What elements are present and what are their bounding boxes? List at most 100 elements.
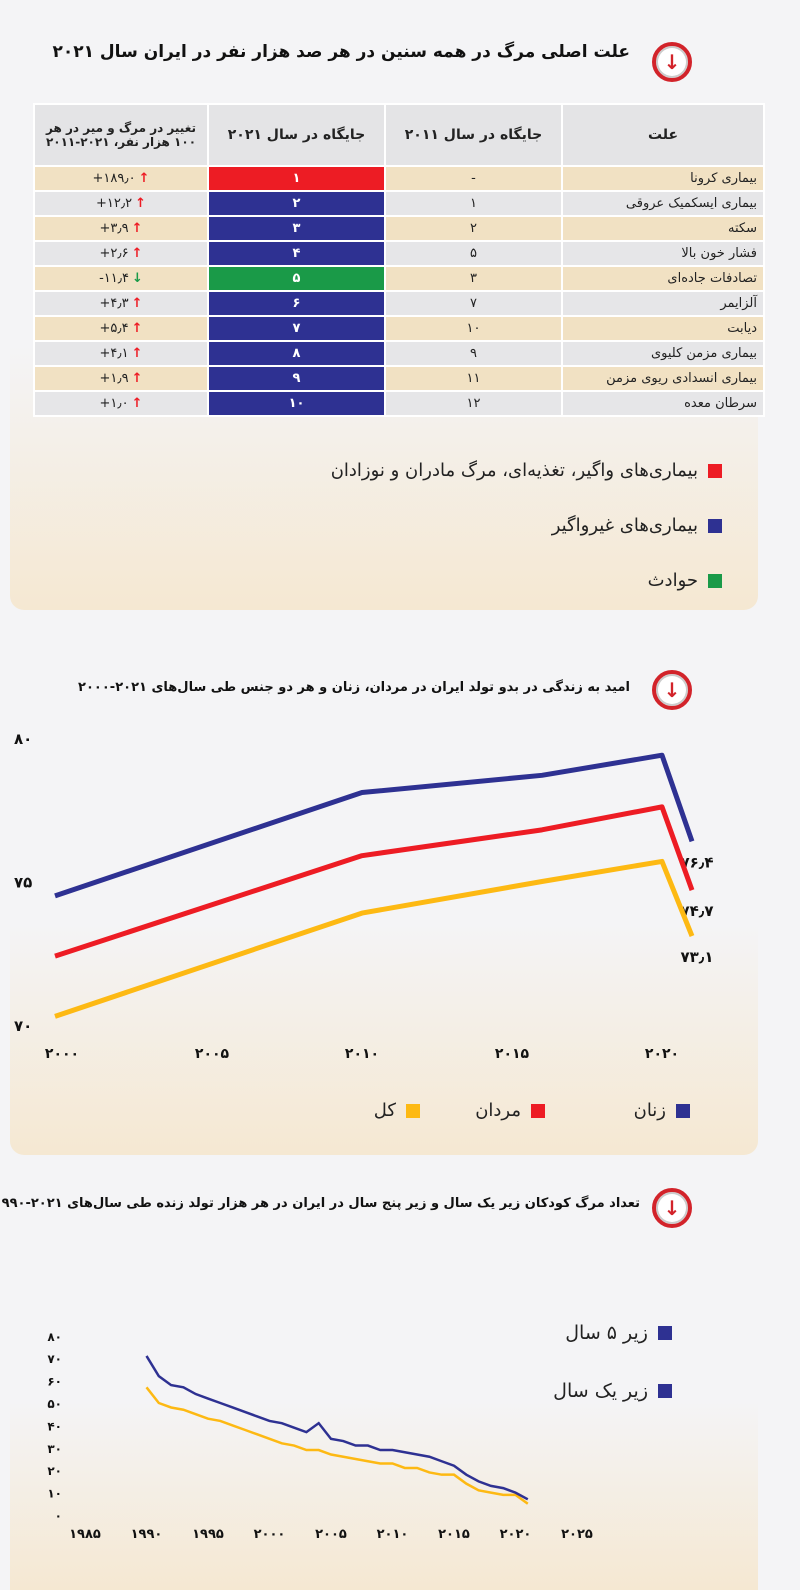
causes-title: علت اصلی مرگ در همه سنین در هر صد هزار ن… [53,42,631,62]
y-tick-label: ۸۰ [47,1330,62,1344]
arrow-up-icon: ↑ [132,396,143,411]
x-tick-label: ۲۰۰۵ [315,1527,347,1542]
y-tick-label: ۳۰ [47,1442,62,1456]
legend-label: زیر یک سال [553,1380,648,1402]
rank-2021-cell: ۸ [209,342,384,365]
change-cell: ↑+۱٫۰ [35,392,207,415]
arrow-down-icon: ↓ [652,1188,692,1228]
cause-cell: بیماری انسدادی ریوی مزمن [563,367,763,390]
change-cell: ↑+۱۸۹٫۰ [35,167,207,190]
change-value: -۱۱٫۴ [99,271,129,286]
y-tick-label: ۴۰ [47,1419,62,1433]
change-value: +۵٫۴ [100,321,129,336]
change-value: +۴٫۱ [100,346,129,361]
legend-item: زیر ۵ سال [565,1322,672,1344]
arrow-up-icon: ↑ [132,371,143,386]
rank-2021-cell: ۶ [209,292,384,315]
end-value-label: ۷۳٫۱ [680,948,713,966]
change-value: +۱٫۹ [100,371,129,386]
arrow-up-icon: ↑ [135,196,146,211]
legend-swatch [708,574,722,588]
x-tick-label: ۲۰۰۰ [45,1046,79,1062]
series-line [147,1356,528,1499]
y-tick-label: ۷۰ [14,1017,32,1035]
header-rank-2011: جایگاه در سال ۲۰۱۱ [386,105,561,165]
arrow-up-icon: ↑ [132,346,143,361]
cause-cell: سرطان معده [563,392,763,415]
y-tick-label: ۷۵ [14,874,32,892]
x-tick-label: ۲۰۲۰ [500,1527,532,1542]
cause-cell: دیابت [563,317,763,340]
x-tick-label: ۲۰۱۵ [438,1527,470,1542]
legend-label: زیر ۵ سال [565,1322,648,1344]
rank-2011-cell: ۳ [386,267,561,290]
arrow-up-icon: ↑ [132,296,143,311]
arrow-down-icon: ↓ [132,271,143,286]
legend-item: مردان [475,1100,545,1121]
change-value: +۱۸۹٫۰ [93,171,136,186]
change-value: +۴٫۳ [100,296,129,311]
legend-swatch [658,1326,672,1340]
rank-2011-cell: ۱۱ [386,367,561,390]
x-tick-label: ۱۹۸۵ [69,1527,101,1542]
cause-cell: فشار خون بالا [563,242,763,265]
legend-swatch [708,519,722,533]
legend-label: بیماری‌های غیرواگیر [552,515,698,536]
arrow-up-icon: ↑ [139,171,150,186]
rank-2021-cell: ۵ [209,267,384,290]
legend-item: بیماری‌های غیرواگیر [552,515,722,536]
legend-swatch [406,1104,420,1118]
rank-2021-cell: ۲ [209,192,384,215]
rank-2021-cell: ۱۰ [209,392,384,415]
change-cell: ↓-۱۱٫۴ [35,267,207,290]
rank-2021-cell: ۳ [209,217,384,240]
rank-2011-cell: ۱۰ [386,317,561,340]
header-change: تغییر در مرگ و میر در هر ۱۰۰ هزار نفر، ۲… [35,105,207,165]
x-tick-label: ۲۰۰۵ [195,1046,230,1062]
legend-label: بیماری‌های واگیر، تغذیه‌ای، مرگ مادران و… [331,460,698,481]
legend-swatch [658,1384,672,1398]
change-cell: ↑+۱٫۹ [35,367,207,390]
x-tick-label: ۲۰۰۰ [254,1527,286,1542]
legend-swatch [676,1104,690,1118]
x-tick-label: ۲۰۲۵ [561,1527,593,1542]
change-value: +۳٫۹ [100,221,129,236]
life-expectancy-title: امید به زندگی در بدو تولد ایران در مردان… [78,680,630,695]
cause-cell: آلزایمر [563,292,763,315]
change-cell: ↑+۴٫۱ [35,342,207,365]
rank-2011-cell: ۱ [386,192,561,215]
change-cell: ↑+۳٫۹ [35,217,207,240]
causes-table: علت جایگاه در سال ۲۰۱۱ جایگاه در سال ۲۰۲… [33,103,765,417]
arrow-down-icon: ↓ [652,42,692,82]
rank-2021-cell: ۱ [209,167,384,190]
rank-2011-cell: ۷ [386,292,561,315]
rank-2021-cell: ۹ [209,367,384,390]
legend-item: زنان [634,1100,690,1121]
legend-swatch [531,1104,545,1118]
y-tick-label: ۱۰ [47,1487,62,1501]
legend-item: بیماری‌های واگیر، تغذیه‌ای، مرگ مادران و… [331,460,722,481]
x-tick-label: ۲۰۲۰ [645,1046,679,1062]
series-line [55,807,692,956]
change-cell: ↑+۴٫۳ [35,292,207,315]
y-tick-label: ۷۰ [47,1352,62,1366]
legend-label: زنان [634,1100,666,1121]
rank-2021-cell: ۷ [209,317,384,340]
rank-2011-cell: ۱۲ [386,392,561,415]
change-cell: ↑+۲٫۶ [35,242,207,265]
cause-cell: تصادفات جاده‌ای [563,267,763,290]
arrow-up-icon: ↑ [132,246,143,261]
legend-label: حوادث [648,570,698,591]
change-value: +۱۲٫۲ [96,196,132,211]
cause-cell: بیماری ایسکمیک عروقی [563,192,763,215]
